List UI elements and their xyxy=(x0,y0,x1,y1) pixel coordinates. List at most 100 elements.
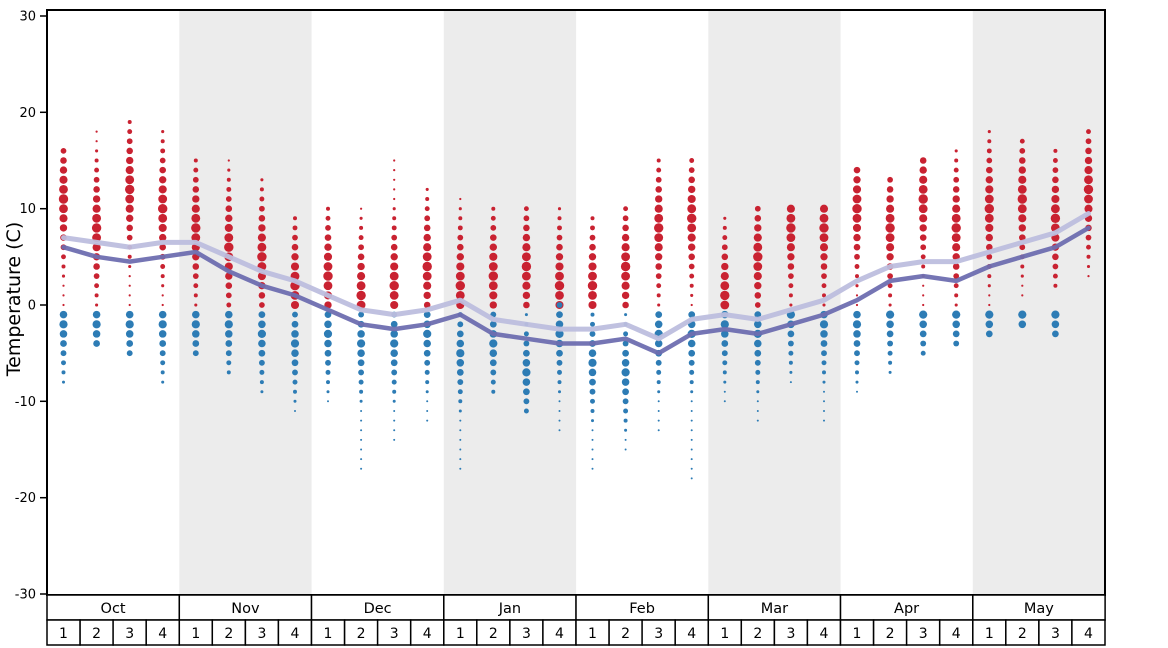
blue-temp-dot xyxy=(360,448,363,451)
red-temp-dot xyxy=(723,216,727,220)
red-temp-dot xyxy=(359,216,363,220)
red-temp-dot xyxy=(393,169,396,172)
red-temp-dot xyxy=(588,271,597,281)
blue-temp-dot xyxy=(788,350,794,356)
red-temp-dot xyxy=(423,224,431,232)
blue-temp-dot xyxy=(489,320,497,328)
week-number-label: 1 xyxy=(456,626,465,642)
week-number-label: 4 xyxy=(820,626,829,642)
red-temp-dot xyxy=(1086,244,1091,250)
blue-temp-dot xyxy=(755,369,761,375)
red-temp-dot xyxy=(1017,204,1027,214)
week-number-label: 3 xyxy=(654,626,663,642)
blue-temp-dot xyxy=(360,410,363,412)
red-temp-dot xyxy=(951,223,961,233)
red-temp-dot xyxy=(422,271,432,281)
red-temp-dot xyxy=(720,300,730,310)
blue-temp-dot xyxy=(756,410,759,412)
red-temp-dot xyxy=(423,301,431,309)
blue-temp-dot xyxy=(623,331,629,337)
week-number-label: 2 xyxy=(92,626,101,642)
red-temp-dot xyxy=(1084,204,1093,213)
red-temp-dot xyxy=(389,290,399,300)
red-temp-dot xyxy=(919,224,927,232)
red-temp-dot xyxy=(92,195,101,203)
blue-temp-dot xyxy=(621,359,630,367)
blue-temp-dot xyxy=(259,380,264,385)
red-temp-dot xyxy=(488,281,498,291)
red-temp-dot xyxy=(226,302,232,308)
red-temp-dot xyxy=(987,139,992,144)
red-temp-dot xyxy=(392,216,397,221)
red-temp-dot xyxy=(721,244,728,251)
red-temp-dot xyxy=(722,225,727,230)
week-number-label: 2 xyxy=(753,626,762,642)
red-temp-dot xyxy=(521,252,531,262)
red-temp-dot xyxy=(656,293,661,298)
red-temp-dot xyxy=(590,216,595,221)
blue-temp-dot xyxy=(688,359,695,366)
red-temp-dot xyxy=(126,147,133,155)
red-temp-dot xyxy=(224,223,233,232)
blue-temp-dot xyxy=(158,310,167,319)
blue-temp-dot xyxy=(160,370,165,375)
blue-temp-dot xyxy=(61,370,66,375)
blue-temp-dot xyxy=(324,349,332,357)
red-temp-dot xyxy=(953,273,960,279)
red-temp-dot xyxy=(1085,138,1092,145)
red-temp-dot xyxy=(886,204,895,213)
blue-temp-dot xyxy=(60,340,67,347)
red-temp-dot xyxy=(159,157,166,164)
red-temp-dot xyxy=(160,264,166,269)
red-temp-dot xyxy=(161,130,165,134)
red-temp-dot xyxy=(489,243,497,251)
blue-temp-dot xyxy=(985,320,994,329)
red-temp-dot xyxy=(919,157,927,164)
red-temp-dot xyxy=(822,293,826,298)
red-temp-dot xyxy=(62,303,65,307)
red-temp-dot xyxy=(720,281,730,291)
blue-temp-dot xyxy=(360,458,363,461)
red-temp-dot xyxy=(656,167,662,173)
blue-temp-dot xyxy=(624,313,628,317)
blue-temp-dot xyxy=(591,448,594,451)
red-temp-dot xyxy=(1084,166,1093,175)
red-temp-dot xyxy=(987,130,991,134)
red-temp-dot xyxy=(192,195,200,203)
red-temp-dot xyxy=(456,262,465,271)
red-temp-dot xyxy=(951,213,961,223)
week-cell xyxy=(409,619,445,646)
red-temp-dot xyxy=(655,186,662,193)
blue-temp-dot xyxy=(887,350,893,356)
red-temp-dot xyxy=(687,204,697,214)
month-cell xyxy=(310,594,445,621)
blue-temp-dot xyxy=(360,438,363,441)
blue-temp-dot xyxy=(93,340,100,347)
blue-temp-dot xyxy=(721,340,729,347)
red-temp-dot xyxy=(987,274,992,279)
red-temp-dot xyxy=(259,205,265,212)
red-temp-dot xyxy=(819,213,829,223)
red-temp-dot xyxy=(1021,294,1024,297)
red-temp-dot xyxy=(1052,263,1059,270)
week-number-label: 1 xyxy=(191,626,200,642)
blue-temp-dot xyxy=(423,311,431,318)
month-row: Oct Nov Dec Jan Feb Mar Apr May xyxy=(46,594,1106,621)
red-temp-dot xyxy=(290,300,300,310)
red-temp-dot xyxy=(986,243,993,251)
blue-temp-dot xyxy=(60,350,67,357)
blue-temp-dot xyxy=(423,349,431,357)
red-temp-dot xyxy=(1018,166,1026,174)
red-temp-dot xyxy=(887,283,893,289)
red-temp-dot xyxy=(391,234,398,241)
y-tick-label: 30 xyxy=(19,10,36,25)
blue-temp-dot xyxy=(622,388,629,396)
red-temp-dot xyxy=(588,290,597,300)
blue-temp-dot xyxy=(588,349,597,357)
red-temp-dot xyxy=(887,176,893,183)
red-temp-dot xyxy=(853,176,861,184)
week-cell xyxy=(376,619,412,646)
blue-temp-dot xyxy=(226,370,231,375)
red-temp-dot xyxy=(689,273,695,279)
red-temp-dot xyxy=(985,185,994,194)
